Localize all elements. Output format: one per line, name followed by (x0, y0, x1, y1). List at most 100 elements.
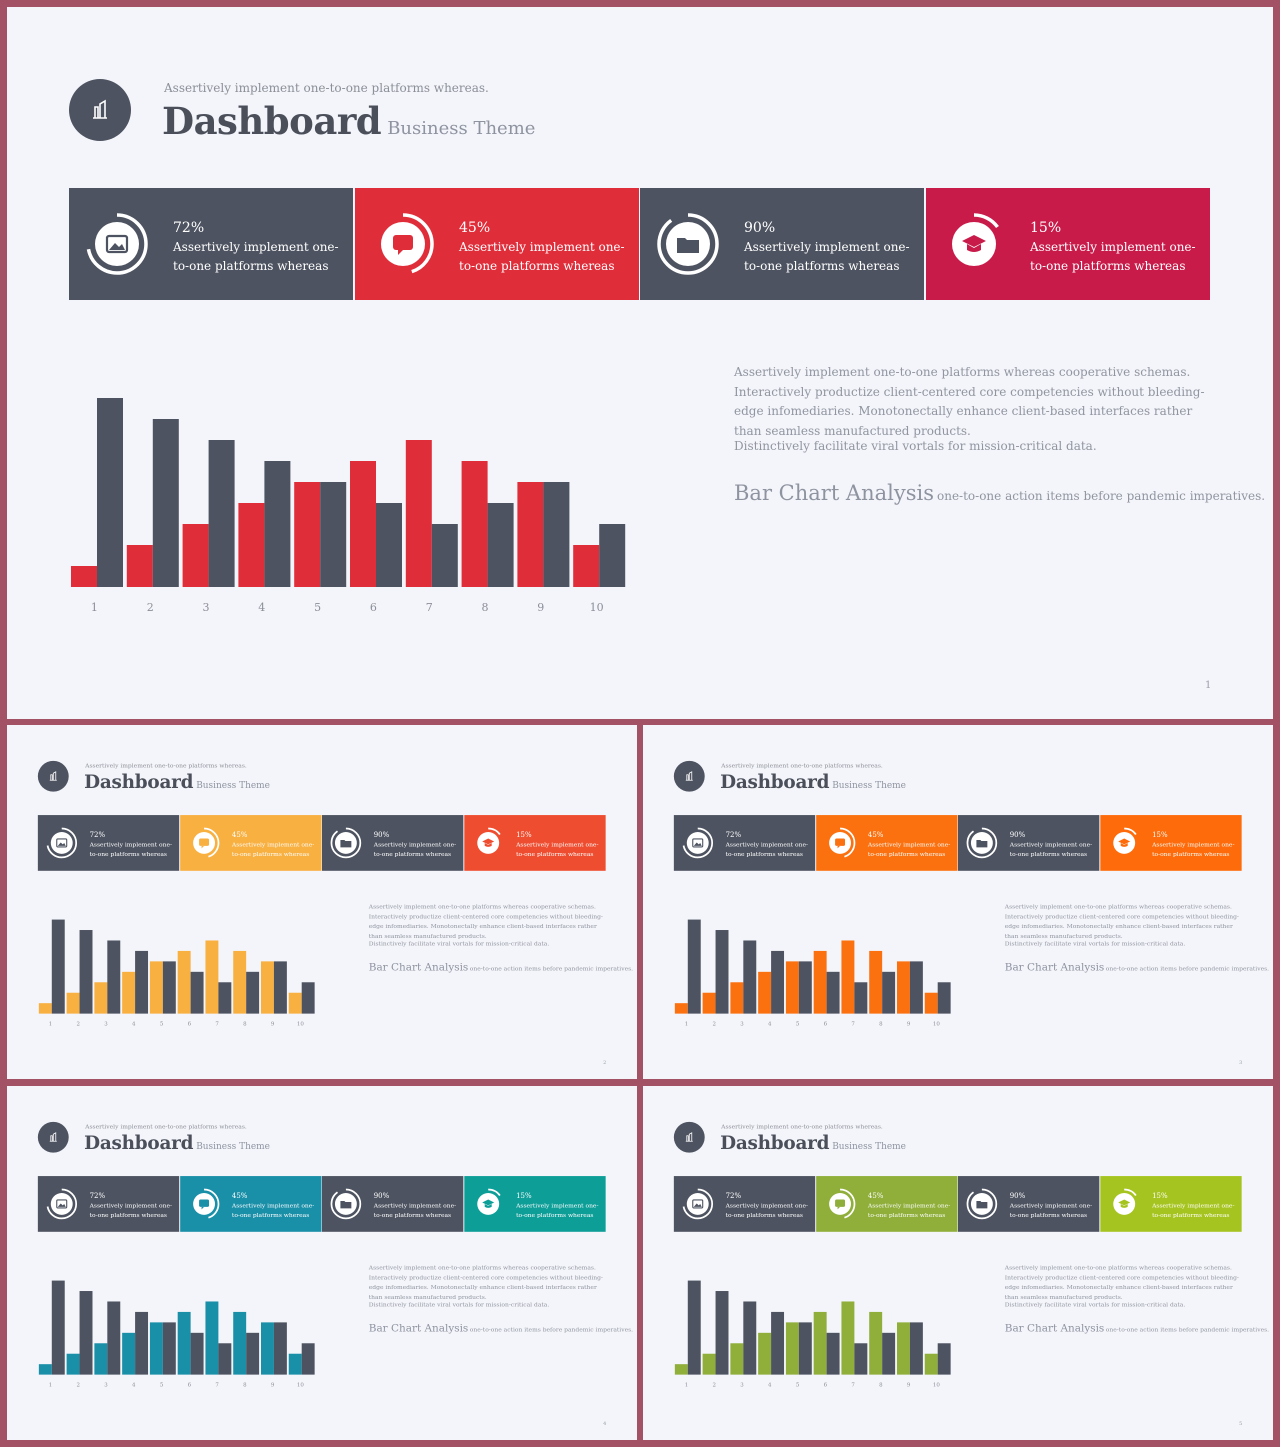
slide-5: Assertively implement one-to-one platfor… (643, 1086, 1273, 1440)
stat-text: Assertively implement one-to-one platfor… (231, 1201, 315, 1219)
page-number: 4 (603, 1420, 607, 1427)
stat-text: Assertively implement one-to-one platfor… (1009, 840, 1093, 858)
logo-icon (93, 99, 107, 119)
analysis-heading: Bar Chart Analysisone-to-one action item… (369, 961, 633, 973)
bar-4-series-2 (771, 1311, 785, 1375)
x-tick-label: 1 (685, 1383, 688, 1389)
logo-icon (49, 1132, 57, 1142)
x-tick-label: 5 (314, 601, 321, 614)
x-tick-label: 4 (132, 1022, 136, 1028)
bar-4-series-1 (122, 971, 136, 1014)
stat-percent: 45% (867, 1191, 884, 1200)
bar-5-series-2 (798, 1322, 812, 1375)
bar-3-series-2 (743, 940, 757, 1014)
slide-2: Assertively implement one-to-one platfor… (7, 725, 637, 1079)
analysis-subtitle: one-to-one action items before pandemic … (469, 1325, 634, 1333)
x-tick-label: 10 (933, 1383, 940, 1389)
bar-6-series-2 (190, 1332, 204, 1375)
stat-text: Assertively implement one-to-one platfor… (231, 840, 315, 858)
stat-text: Assertively implement one-to-one platfor… (373, 840, 457, 858)
bar-7-series-1 (841, 1301, 855, 1375)
title-subtitle: Business Theme (832, 1141, 906, 1152)
bar-2-series-2 (152, 419, 179, 587)
progress-arc (966, 1188, 998, 1220)
stat-percent: 45% (459, 220, 491, 236)
bar-5-series-2 (798, 961, 812, 1014)
x-tick-label: 8 (243, 1383, 247, 1389)
bar-8-series-1 (869, 1311, 883, 1375)
stat-card-3: 90% Assertively implement one-to-one pla… (640, 188, 924, 300)
bar-4-series-2 (135, 950, 149, 1014)
x-tick-label: 10 (590, 601, 604, 614)
stat-percent: 72% (173, 220, 205, 236)
image-icon (56, 1199, 68, 1209)
stat-card-1: 72% Assertively implement one-to-one pla… (673, 1176, 816, 1232)
image-icon (692, 1199, 704, 1209)
x-tick-label: 5 (160, 1383, 164, 1389)
bar-2-series-2 (715, 930, 729, 1014)
bar-4-series-1 (238, 503, 265, 587)
x-tick-label: 9 (271, 1383, 275, 1389)
x-tick-label: 4 (768, 1383, 772, 1389)
x-tick-label: 5 (796, 1022, 800, 1028)
icon-disc (50, 831, 73, 854)
bar-5-series-2 (162, 1322, 176, 1375)
page-title: Dashboard Business Theme (84, 1132, 270, 1154)
bar-4-series-2 (135, 1311, 149, 1375)
analysis-heading: Bar Chart Analysisone-to-one action item… (1005, 1322, 1269, 1334)
stat-text: Assertively implement one-to-one platfor… (173, 240, 339, 273)
bar-3-series-1 (94, 982, 108, 1014)
page-number: 5 (1239, 1420, 1243, 1427)
stat-percent: 90% (373, 830, 390, 839)
stat-card-2: 45% Assertively implement one-to-one pla… (816, 1176, 958, 1232)
stat-text: Assertively implement one-to-one platfor… (725, 840, 809, 858)
progress-ring (657, 213, 719, 275)
stat-card-1: 72% Assertively implement one-to-one pla… (37, 815, 180, 871)
stat-percent: 72% (725, 830, 742, 839)
body-line: Distinctively facilitate viral vortals f… (1004, 1300, 1186, 1308)
analysis-title: Bar Chart Analysis (368, 1321, 469, 1334)
body-paragraph: Assertively implement one-to-one platfor… (1004, 1264, 1239, 1301)
slide-content: Assertively implement one-to-one platfor… (7, 7, 1273, 719)
tagline: Assertively implement one-to-one platfor… (85, 761, 247, 769)
page-number: 1 (1205, 680, 1212, 691)
bar-5-series-1 (785, 961, 799, 1014)
x-tick-label: 10 (297, 1022, 304, 1028)
progress-arc (86, 213, 148, 275)
icon-disc (686, 1192, 709, 1215)
bar-2-series-1 (126, 545, 153, 587)
stat-percent: 15% (516, 830, 532, 839)
progress-ring (472, 827, 504, 859)
x-tick-label: 1 (91, 601, 98, 614)
progress-ring (46, 1188, 78, 1220)
bar-1-series-1 (71, 566, 97, 587)
x-tick-label: 7 (215, 1383, 219, 1389)
x-tick-label: 2 (77, 1383, 80, 1389)
stat-text: Assertively implement one-to-one platfor… (867, 840, 951, 858)
stat-card-3: 90% Assertively implement one-to-one pla… (322, 1176, 464, 1232)
analysis-title: Bar Chart Analysis (734, 481, 934, 505)
progress-ring (188, 827, 220, 859)
analysis-subtitle: one-to-one action items before pandemic … (1105, 1325, 1270, 1333)
progress-arc (46, 827, 78, 859)
bar-10-series-2 (301, 982, 315, 1014)
x-tick-label: 1 (49, 1383, 52, 1389)
x-tick-label: 7 (851, 1383, 855, 1389)
analysis-heading: Bar Chart Analysisone-to-one action item… (1005, 961, 1269, 973)
stat-card-4: 15% Assertively implement one-to-one pla… (464, 1176, 606, 1232)
bar-8-series-1 (461, 461, 488, 587)
image-icon (692, 838, 704, 848)
bar-2-series-1 (702, 992, 716, 1014)
chat-icon (199, 838, 210, 849)
x-tick-label: 1 (685, 1022, 688, 1028)
bar-4-series-1 (758, 971, 772, 1014)
graduation-cap-icon (962, 235, 986, 252)
page-title: Dashboard Business Theme (720, 1132, 906, 1154)
x-tick-label: 8 (482, 601, 489, 614)
bar-2-series-2 (715, 1291, 729, 1375)
bar-2-series-1 (66, 1353, 80, 1375)
x-tick-label: 9 (907, 1022, 911, 1028)
stat-percent: 15% (1152, 1191, 1168, 1200)
bar-3-series-2 (107, 940, 121, 1014)
progress-arc (966, 827, 998, 859)
